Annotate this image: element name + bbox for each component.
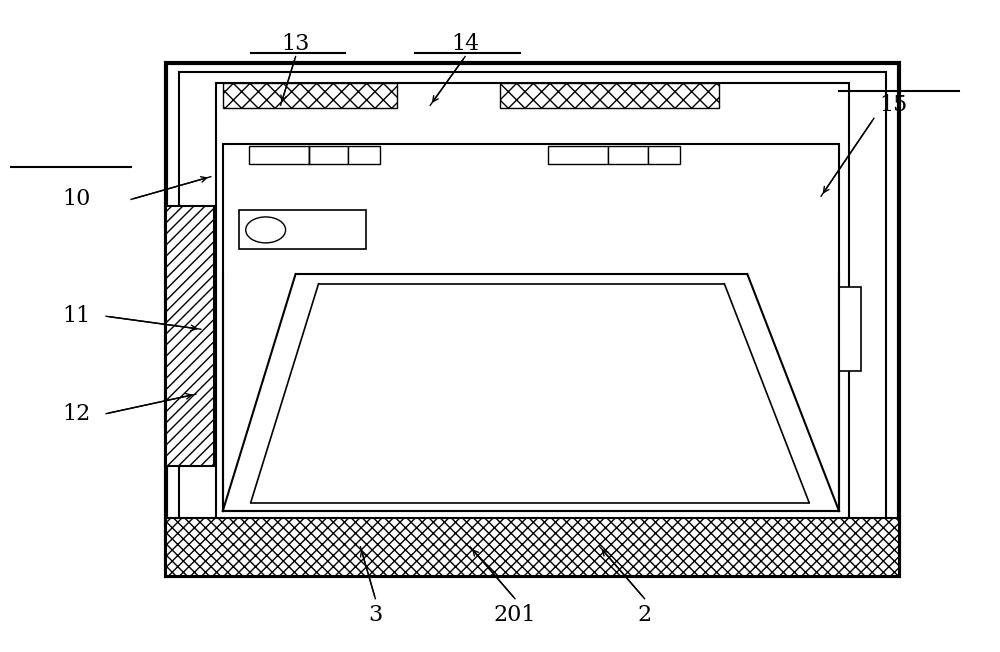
Bar	[216, 83, 849, 550]
Text: 14: 14	[451, 33, 479, 55]
Bar	[166, 518, 899, 576]
Bar	[223, 83, 397, 108]
Bar	[166, 206, 214, 466]
Text: 2: 2	[638, 604, 652, 626]
Bar	[648, 145, 680, 164]
Bar	[179, 72, 886, 567]
Bar	[223, 144, 839, 511]
Text: 12: 12	[62, 403, 90, 424]
Bar	[249, 145, 309, 164]
Text: 3: 3	[368, 604, 382, 626]
Text: 15: 15	[880, 95, 908, 116]
Bar	[166, 63, 899, 576]
Bar	[348, 145, 380, 164]
Text: 13: 13	[281, 33, 310, 55]
Text: 201: 201	[494, 604, 536, 626]
Bar	[787, 206, 835, 466]
Bar	[500, 83, 719, 108]
Bar	[239, 211, 366, 250]
Bar	[608, 145, 648, 164]
Bar	[548, 145, 608, 164]
Bar	[309, 145, 348, 164]
Bar	[839, 287, 861, 372]
Text: 10: 10	[62, 188, 90, 211]
Text: 11: 11	[62, 305, 90, 327]
